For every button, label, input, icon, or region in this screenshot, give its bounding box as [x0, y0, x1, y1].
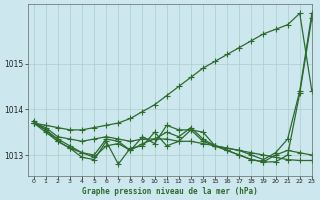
X-axis label: Graphe pression niveau de la mer (hPa): Graphe pression niveau de la mer (hPa): [82, 187, 258, 196]
